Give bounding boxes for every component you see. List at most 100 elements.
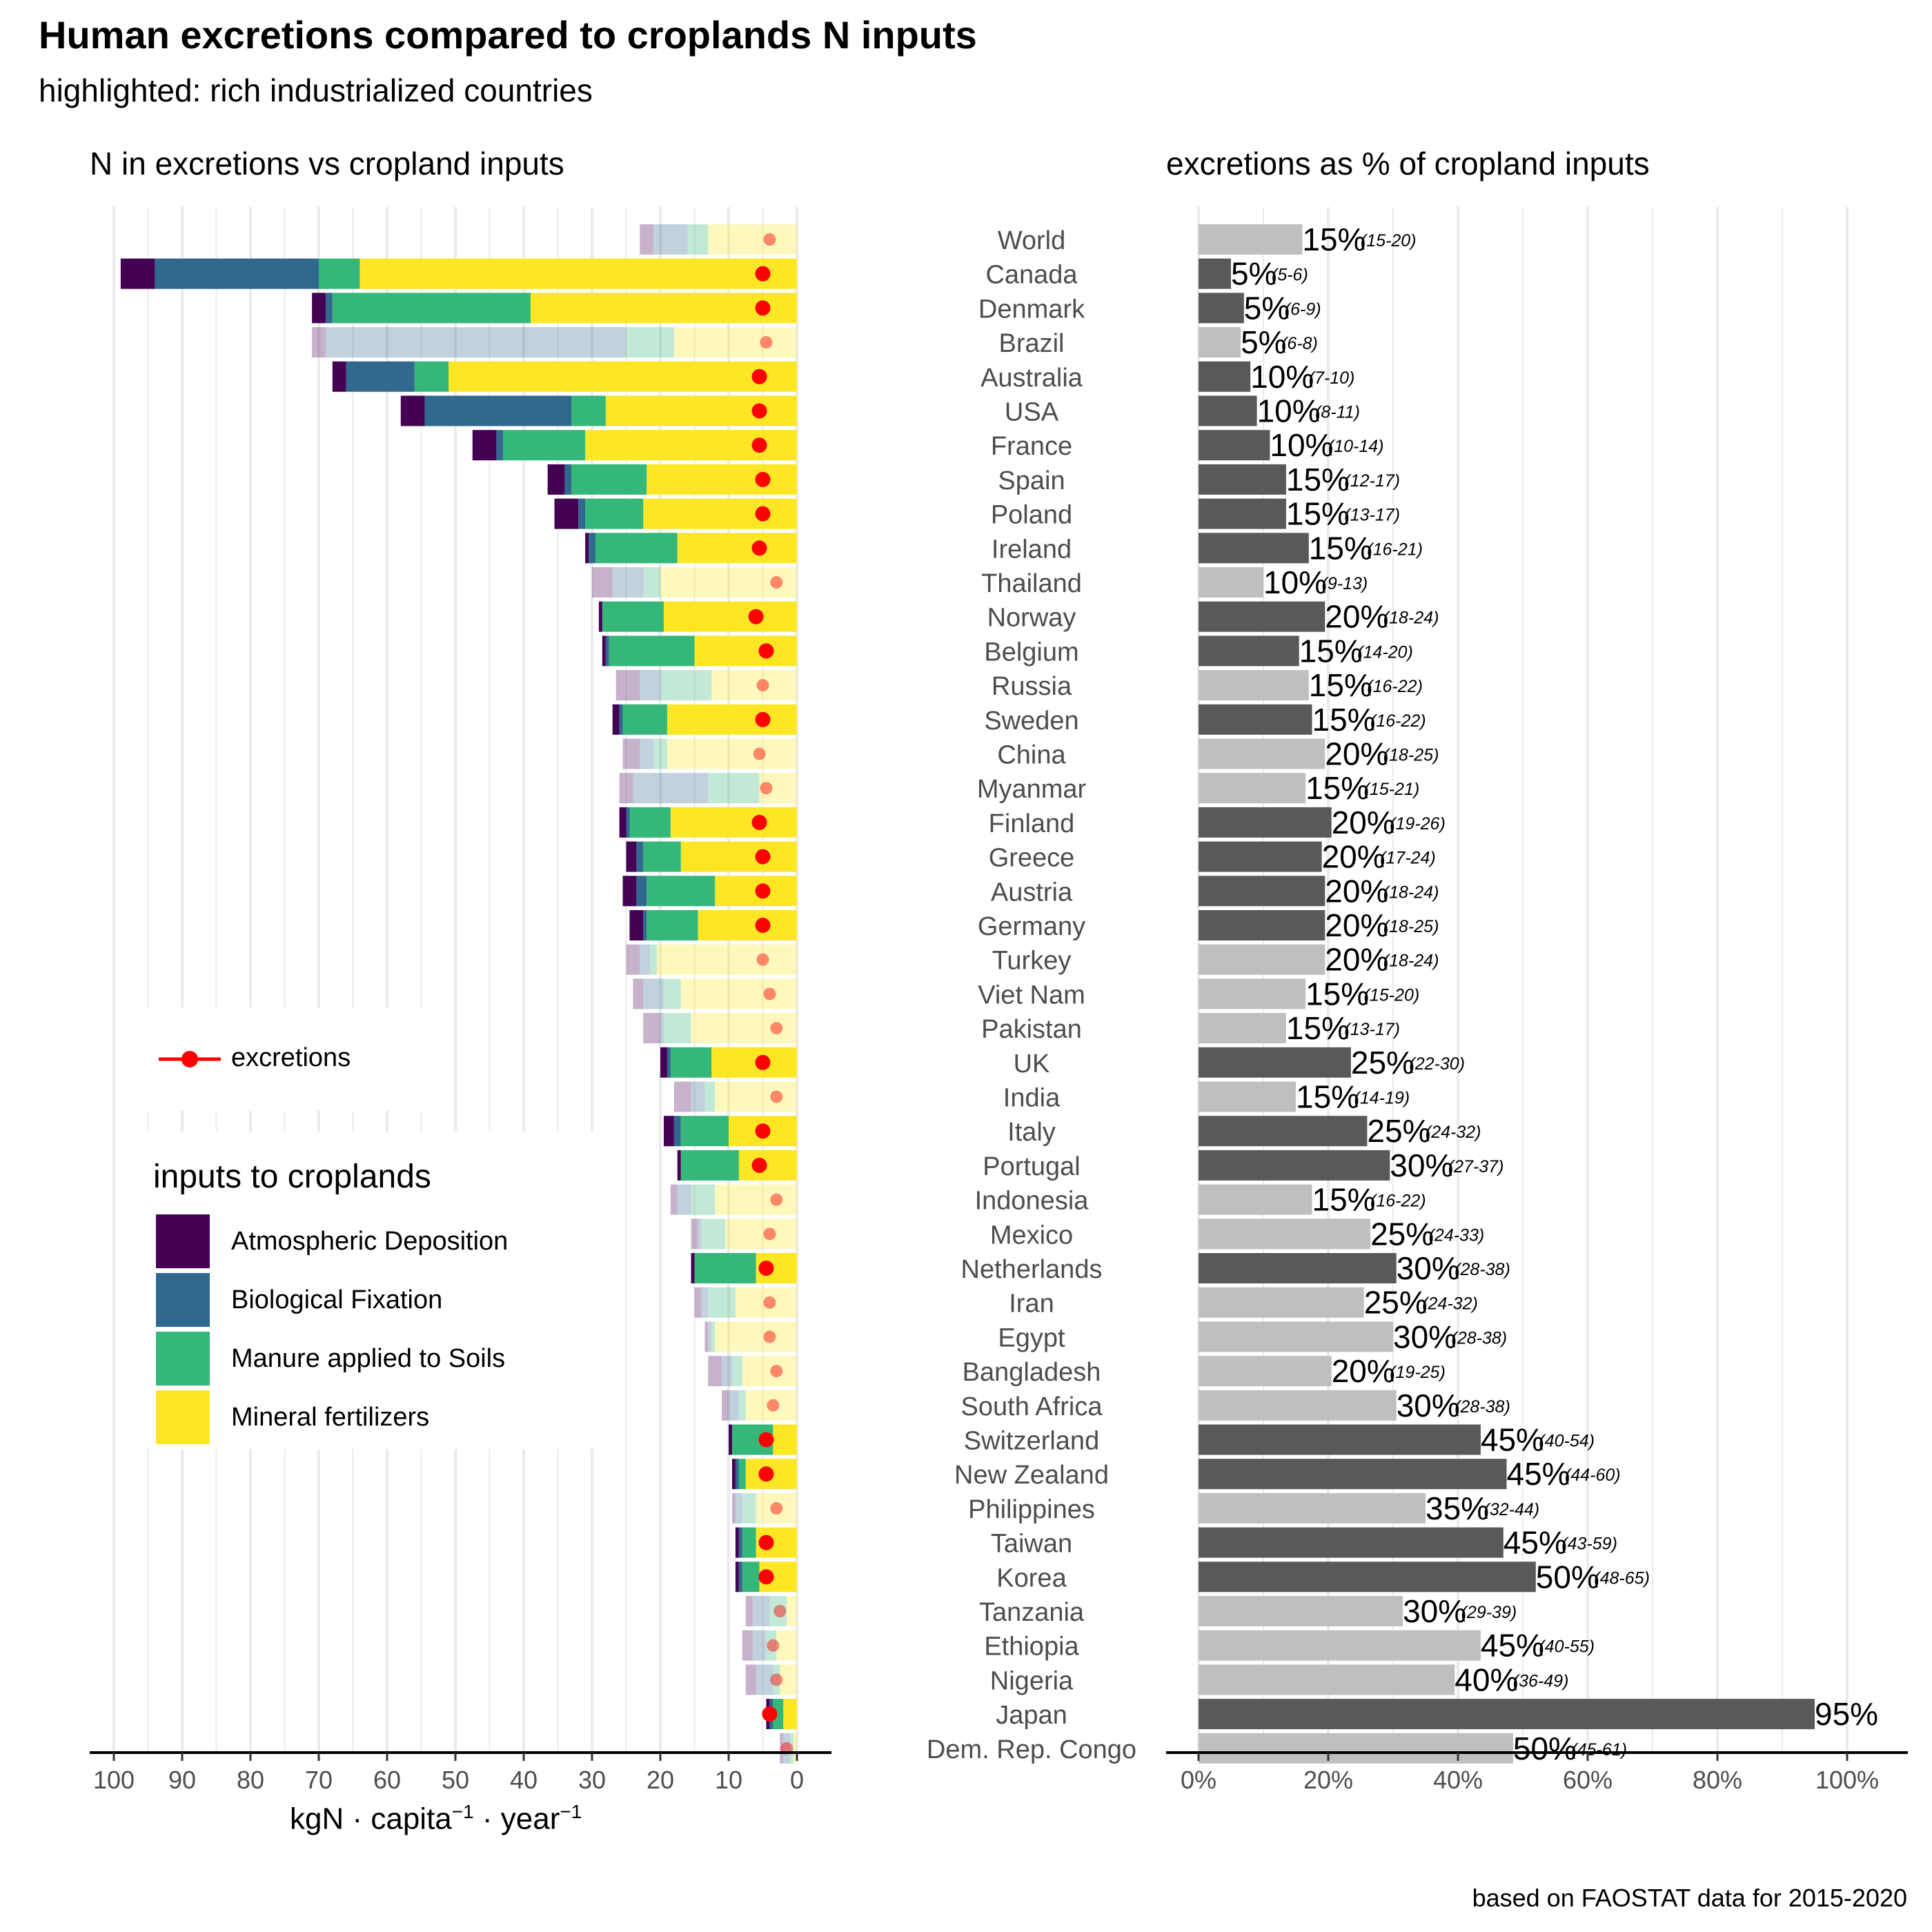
country-label: Denmark bbox=[978, 295, 1085, 324]
atmospheric-deposition-bar bbox=[626, 841, 637, 872]
country-label: World bbox=[998, 226, 1066, 255]
manure-bar bbox=[691, 1184, 716, 1215]
atmospheric-deposition-bar bbox=[660, 1047, 667, 1078]
excretion-point bbox=[755, 849, 771, 865]
country-label: Australia bbox=[980, 364, 1083, 393]
biological-fixation-bar bbox=[626, 807, 630, 838]
mineral-fertilizer-bar bbox=[735, 1287, 797, 1318]
mineral-fertilizer-bar bbox=[715, 1321, 797, 1352]
atmospheric-deposition-bar bbox=[691, 1219, 698, 1250]
percent-bar bbox=[1199, 1664, 1455, 1695]
country-label: France bbox=[991, 432, 1072, 461]
percent-label: 20% bbox=[1325, 907, 1388, 943]
country-label: Norway bbox=[987, 604, 1076, 633]
excretion-point bbox=[751, 368, 767, 384]
left-tick-label: 100 bbox=[93, 1766, 135, 1794]
biological-fixation-bar bbox=[325, 293, 333, 324]
percent-label: 15% bbox=[1309, 667, 1372, 703]
excretion-point bbox=[755, 471, 771, 487]
country-label: Canada bbox=[985, 261, 1078, 290]
manure-label: Manure applied to Soils bbox=[231, 1344, 506, 1373]
biological-fixation-bar bbox=[640, 944, 651, 975]
atmospheric-deposition-bar bbox=[622, 738, 640, 769]
percent-label: 25% bbox=[1370, 1216, 1434, 1252]
percent-bar bbox=[1199, 464, 1286, 495]
manure-bar bbox=[643, 841, 681, 872]
atmospheric-deposition-bar bbox=[312, 293, 326, 324]
atmospheric-deposition-bar bbox=[547, 464, 565, 495]
range-label: (18-24) bbox=[1383, 952, 1439, 971]
atmospheric-deposition-bar bbox=[731, 1492, 736, 1524]
country-label: Finland bbox=[989, 809, 1075, 838]
mineral-fertilizer-bar bbox=[643, 498, 797, 529]
percent-label: 5% bbox=[1244, 290, 1290, 326]
manure-bar bbox=[701, 1219, 726, 1250]
percent-label: 45% bbox=[1481, 1422, 1544, 1458]
atmospheric-deposition-bar bbox=[677, 1150, 681, 1181]
biological-fixation-bar bbox=[640, 670, 660, 701]
percent-bar bbox=[1199, 1013, 1286, 1044]
atmospheric-deposition-bar bbox=[670, 1184, 678, 1215]
range-label: (27-37) bbox=[1448, 1157, 1504, 1176]
percent-bar bbox=[1199, 395, 1257, 426]
percent-label: 15% bbox=[1305, 976, 1369, 1012]
percent-label: 10% bbox=[1250, 359, 1314, 395]
mineral-fertilizer-bar bbox=[793, 1733, 797, 1764]
range-label: (9-13) bbox=[1322, 574, 1368, 593]
mineral-fertilizer-bar bbox=[711, 1047, 797, 1078]
range-label: (6-8) bbox=[1281, 334, 1318, 353]
manure-bar bbox=[571, 464, 647, 495]
percent-label: 45% bbox=[1504, 1525, 1567, 1561]
percent-label: 95% bbox=[1815, 1696, 1878, 1732]
percent-bar bbox=[1199, 773, 1306, 804]
right-x-axis: 0% 20% 40% 60% 80% 100% bbox=[1166, 1751, 1908, 1794]
excretion-point bbox=[755, 300, 771, 316]
country-label: India bbox=[1003, 1084, 1061, 1113]
excretion-point bbox=[767, 1399, 780, 1412]
percent-label: 45% bbox=[1481, 1628, 1544, 1664]
country-label: China bbox=[997, 741, 1066, 770]
chart-subtitle: highlighted: rich industrialized countri… bbox=[39, 72, 593, 108]
percent-bar bbox=[1199, 635, 1299, 667]
left-tick-label: 20 bbox=[647, 1766, 674, 1794]
excretion-point bbox=[758, 1261, 774, 1276]
percent-label: 15% bbox=[1286, 1010, 1350, 1046]
percent-bar bbox=[1199, 978, 1306, 1009]
chart-title: Human excretions compared to croplands N… bbox=[39, 13, 977, 57]
percent-label: 15% bbox=[1296, 1079, 1359, 1115]
biological-fixation-bar bbox=[729, 1390, 739, 1421]
atmospheric-deposition-bar bbox=[640, 224, 654, 255]
mineral-fertilizer-bar bbox=[742, 1356, 797, 1387]
atmospheric-deposition-bar bbox=[626, 944, 640, 975]
excretion-point bbox=[751, 540, 767, 556]
atmospheric-deposition-bar bbox=[619, 773, 633, 804]
percent-bar bbox=[1199, 430, 1270, 461]
atmospheric-deposition-bar bbox=[673, 1081, 691, 1112]
mineral-fertilizer-bar bbox=[359, 258, 797, 289]
range-label: (22-30) bbox=[1409, 1054, 1465, 1074]
biological-fixation-label: Biological Fixation bbox=[231, 1285, 443, 1314]
left-gridlines bbox=[112, 207, 798, 1753]
country-label: Brazil bbox=[998, 329, 1064, 358]
atmospheric-deposition-bar bbox=[633, 978, 644, 1009]
range-label: (28-38) bbox=[1455, 1260, 1510, 1279]
atmospheric-deposition-bar bbox=[691, 1253, 695, 1283]
range-label: (28-38) bbox=[1452, 1328, 1508, 1348]
mineral-fertilizer-bar bbox=[776, 1630, 797, 1661]
manure-bar bbox=[708, 773, 760, 804]
excretions-legend: excretions bbox=[138, 1007, 435, 1111]
percent-bar bbox=[1199, 224, 1303, 255]
biological-fixation-bar bbox=[673, 1116, 681, 1147]
country-label: Japan bbox=[996, 1701, 1067, 1730]
percent-label: 20% bbox=[1325, 599, 1388, 635]
biological-fixation-bar bbox=[752, 1596, 770, 1626]
manure-bar bbox=[503, 430, 586, 461]
biological-fixation-bar bbox=[643, 910, 647, 940]
left-tick-label: 30 bbox=[578, 1766, 606, 1794]
excretion-point bbox=[770, 1193, 783, 1206]
excretion-point bbox=[755, 711, 771, 727]
biological-fixation-bar bbox=[346, 361, 415, 392]
left-tick-label: 80 bbox=[237, 1766, 264, 1794]
excretion-point bbox=[751, 437, 767, 453]
